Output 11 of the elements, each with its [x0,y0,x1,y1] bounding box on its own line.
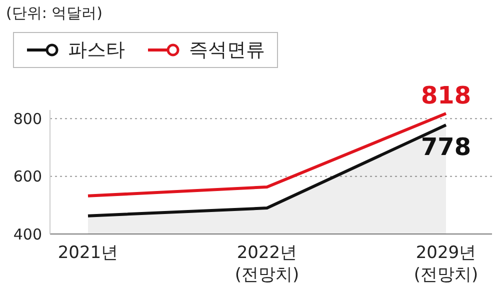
legend-label: 즉석면류 [189,38,265,63]
x-tick-label: 2022년 (전망치) [234,243,300,285]
data-label: 778 [420,132,472,161]
data-label: 818 [420,81,472,110]
y-tick-label: 400 [13,225,42,244]
y-tick-label: 600 [13,168,42,186]
legend-label: 파스타 [68,38,125,63]
text: (단위: 억달러) [6,4,103,23]
x-tick-label: 2029년 (전망치) [414,243,478,285]
y-tick-label: 800 [13,110,42,128]
x-tick-label: 2021년 [58,243,118,263]
